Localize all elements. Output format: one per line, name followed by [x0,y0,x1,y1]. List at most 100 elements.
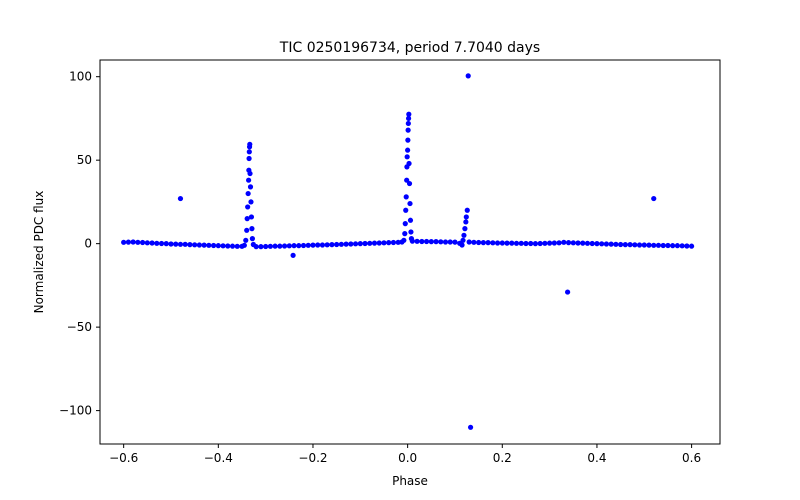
data-point [246,149,252,155]
data-point [296,243,302,249]
data-point [646,242,652,248]
data-point [225,243,231,249]
data-point [163,241,169,247]
data-point [480,240,486,246]
data-point [401,237,407,243]
data-point [243,237,249,243]
data-point [291,243,297,249]
data-point [618,241,624,248]
data-point [406,111,412,117]
data-point [463,214,469,220]
data-point [154,240,160,246]
data-point [556,240,562,246]
data-point [290,252,296,258]
data-point [248,214,255,220]
data-point [220,243,226,249]
data-point [409,238,415,244]
data-point [537,240,543,247]
data-point [402,231,408,237]
data-point [608,241,614,247]
data-point [244,227,250,233]
data-point [329,242,335,248]
data-point [655,242,662,248]
data-point [651,195,657,202]
data-point [513,240,520,246]
data-point [660,242,666,249]
data-point [386,240,392,246]
data-point [689,243,695,249]
data-point [408,229,414,235]
data-point [465,73,471,79]
data-point [651,242,657,248]
data-point [315,242,321,248]
data-point [348,241,354,247]
data-point [305,242,311,248]
data-point [267,243,273,249]
data-point [234,243,240,249]
data-point [281,243,288,249]
data-point [403,194,409,200]
data-point [357,241,363,247]
data-point [248,199,254,205]
data-point [547,240,553,246]
data-point [407,217,414,223]
data-point [319,242,326,248]
data-point [405,137,411,143]
data-point [177,195,184,202]
data-point [244,216,250,222]
data-point [499,240,505,246]
data-point [367,240,373,246]
data-point [371,240,378,246]
data-point [286,243,292,249]
data-point [504,240,510,246]
data-point [580,240,586,246]
data-point [343,241,349,247]
y-tick-label: 50 [77,153,92,167]
data-point [177,241,184,247]
data-point [277,243,283,249]
data-point [565,240,572,246]
x-tick-label: −0.4 [204,451,233,465]
data-point [405,120,411,127]
data-point [442,239,449,245]
data-point [407,200,413,207]
data-point [406,160,412,167]
data-point [462,226,468,232]
data-point [352,241,359,247]
x-tick-label: −0.2 [298,451,327,465]
data-point [173,241,179,247]
data-point [570,240,576,246]
data-point [428,239,434,245]
data-point [405,115,412,122]
data-point [404,154,410,160]
data-point [641,242,647,248]
data-point [201,242,207,248]
data-point [381,240,387,246]
data-point [187,242,193,248]
data-point [433,239,439,245]
data-point [528,240,534,247]
data-point [338,241,344,247]
data-point [594,241,600,247]
data-point [464,207,470,213]
data-point [542,240,548,246]
data-point [636,242,643,248]
data-point [135,239,141,245]
chart-title: TIC 0250196734, period 7.7040 days [279,40,540,56]
data-point [684,243,690,249]
x-tick-label: 0.2 [493,451,512,465]
data-point [144,240,150,246]
data-point [249,226,255,232]
data-point [423,238,430,245]
y-tick-label: −50 [67,320,92,334]
data-point [196,242,202,248]
data-point [561,239,567,245]
data-point [406,180,413,187]
data-point [390,239,397,246]
data-point [575,240,581,246]
data-point [241,242,247,248]
data-point [622,242,628,248]
data-point [149,240,155,246]
data-point [125,239,131,245]
